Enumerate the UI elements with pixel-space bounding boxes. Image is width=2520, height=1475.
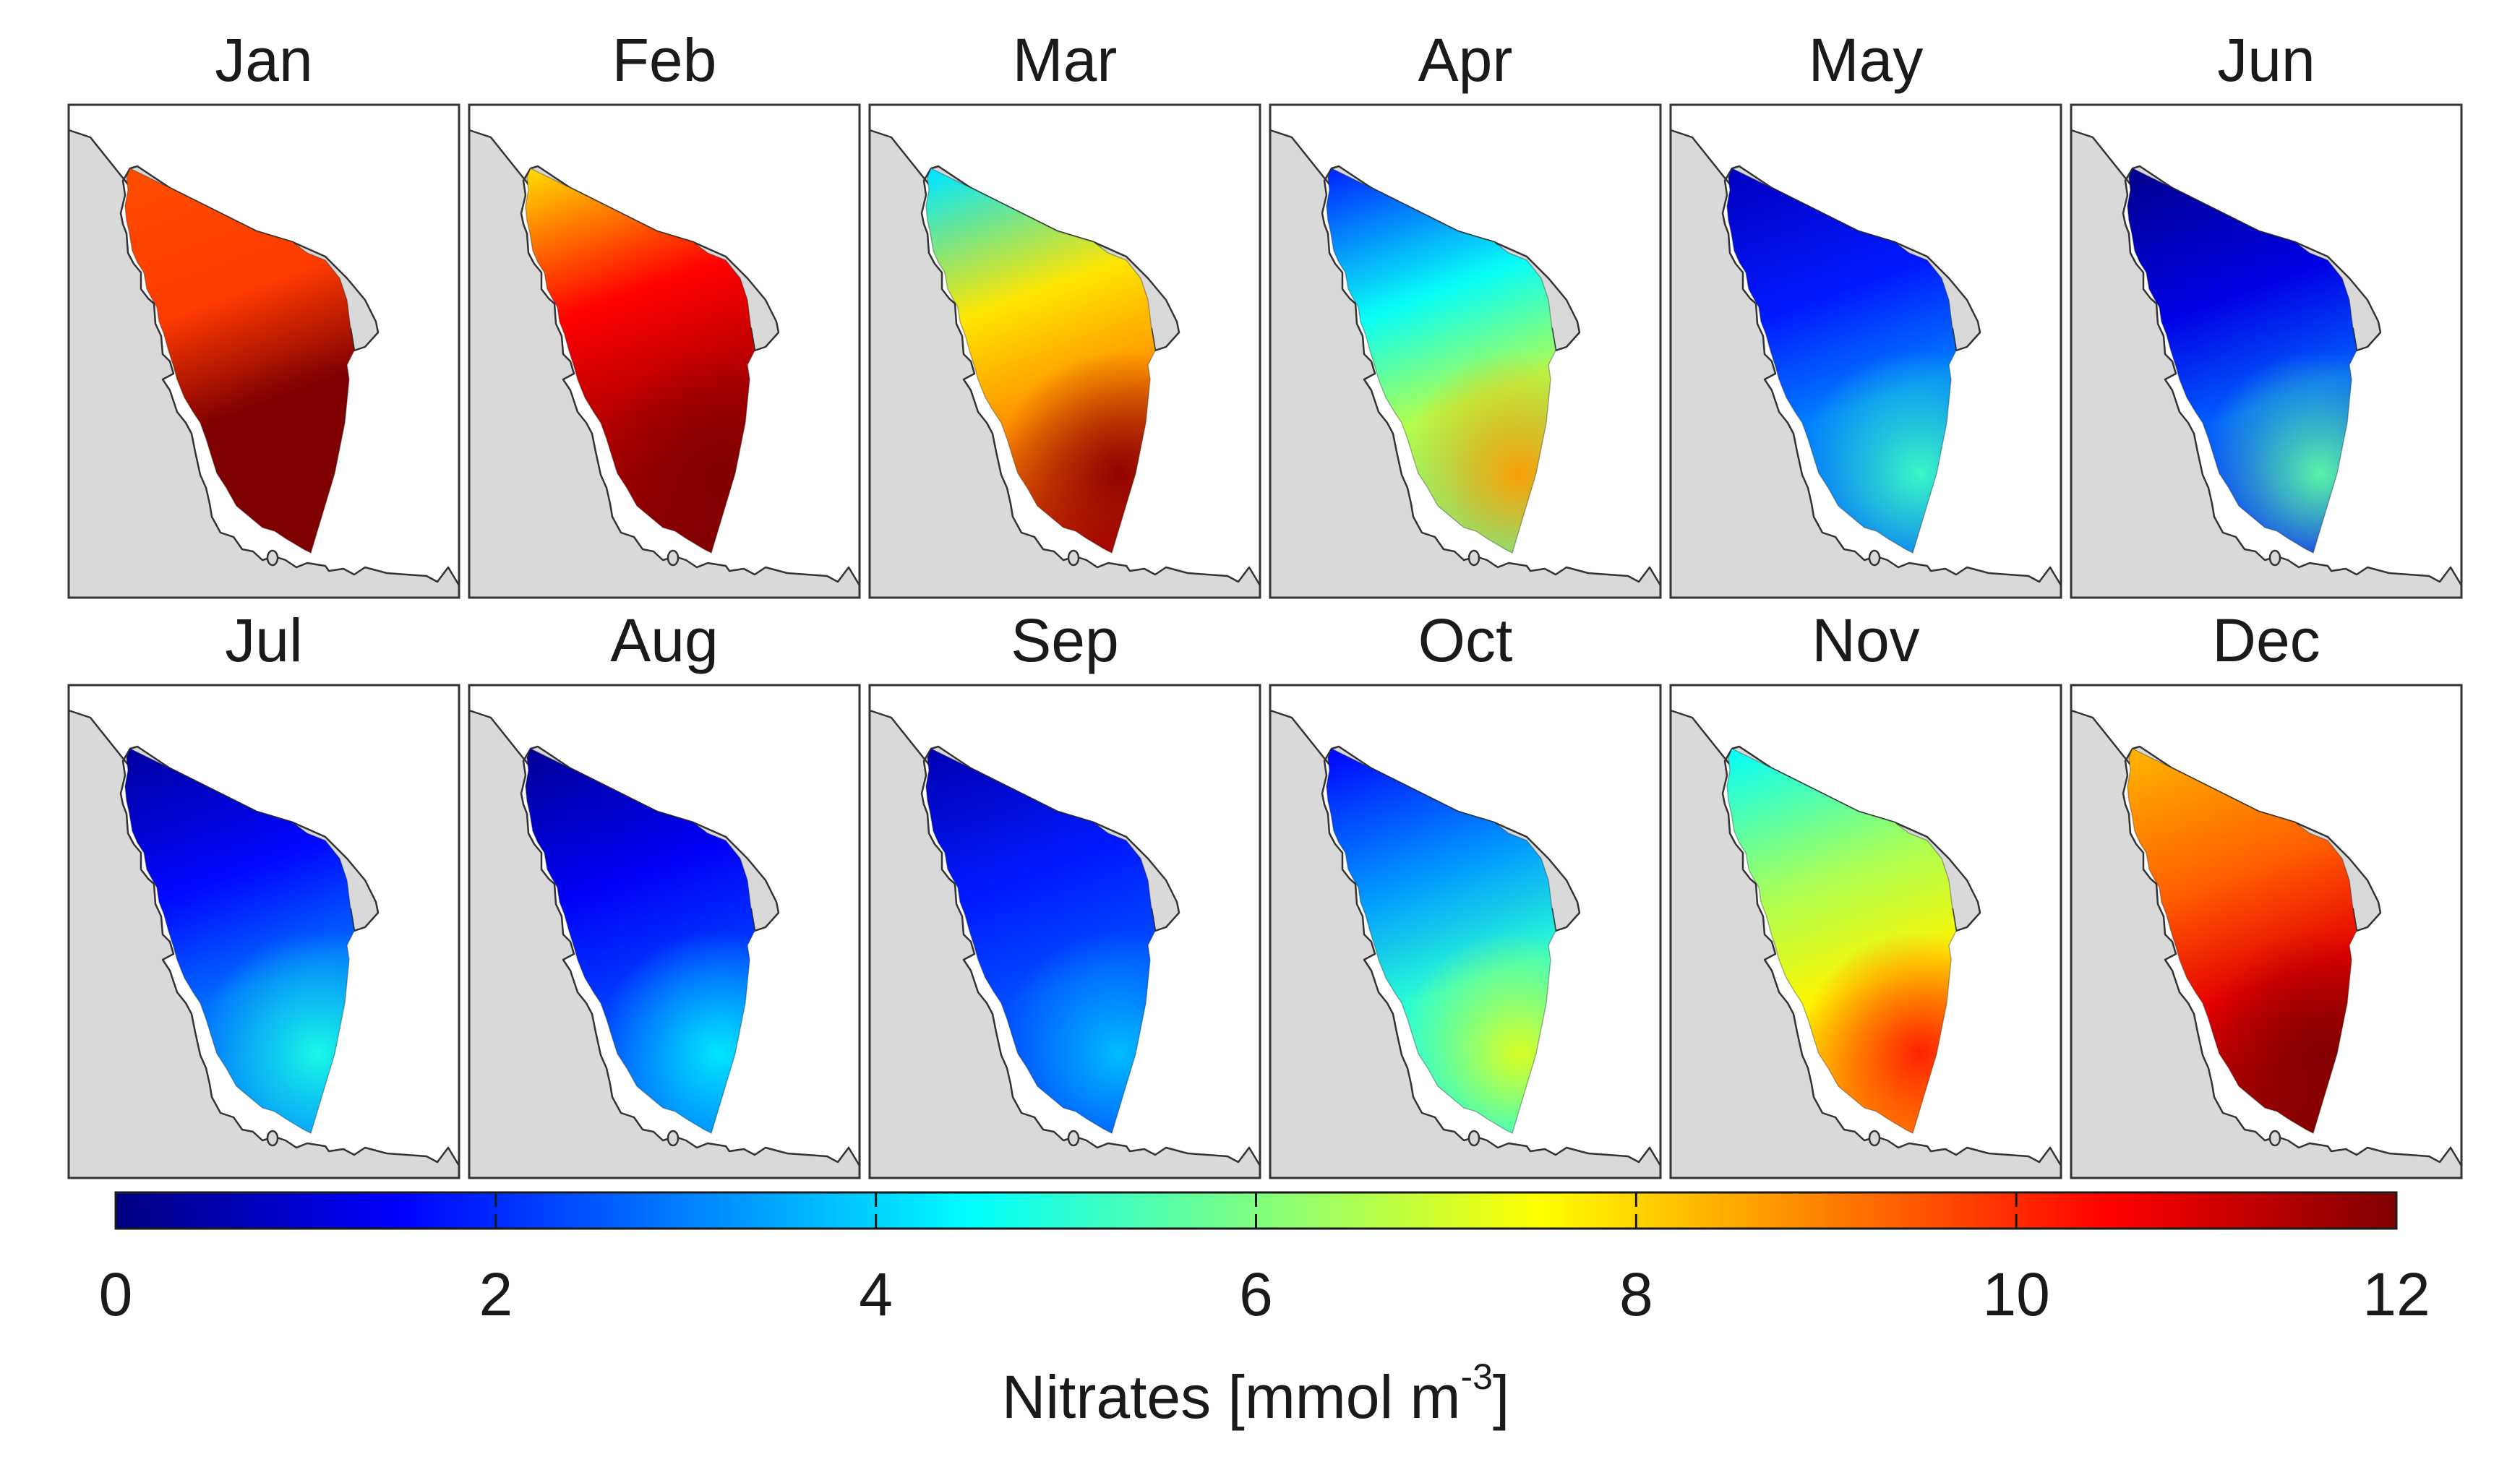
land-mass xyxy=(468,684,861,1179)
map-frame xyxy=(468,103,861,599)
panel-title-jan: Jan xyxy=(215,26,312,94)
map-panel-mar xyxy=(868,103,1261,599)
monthly-map-panels: Jan Feb Mar Apr May Jun Jul Aug Sep Oct Nov Dec xyxy=(67,26,2463,1179)
domain-outline xyxy=(2127,747,2357,1135)
colorbar-tick-label: 6 xyxy=(1239,1260,1273,1328)
map-panel-dec xyxy=(2070,684,2463,1179)
map-panel-jun xyxy=(2070,103,2463,599)
colorbar: 0 2 4 6 8 10 12 Nitrates [mmol m-3] xyxy=(99,1191,2430,1431)
domain-outline xyxy=(1326,167,1556,554)
map-frame xyxy=(1269,103,1662,599)
island xyxy=(1467,549,1480,567)
domain-outline xyxy=(525,167,755,554)
map-frame xyxy=(868,103,1261,599)
colorbar-tick-label: 12 xyxy=(2362,1260,2430,1328)
map-panel-sep xyxy=(868,684,1261,1179)
map-frame xyxy=(868,684,1261,1179)
island xyxy=(1868,1130,1881,1147)
panel-title-sep: Sep xyxy=(1011,606,1118,674)
land-mass xyxy=(868,103,1261,599)
panel-title-dec: Dec xyxy=(2212,606,2320,674)
map-panel-feb xyxy=(468,103,861,599)
map-panel-nov xyxy=(1669,684,2062,1179)
colorbar-ticks: 0 2 4 6 8 10 12 xyxy=(99,1192,2430,1328)
island xyxy=(1067,549,1080,567)
island xyxy=(1467,1130,1480,1147)
panel-title-feb: Feb xyxy=(612,26,717,94)
panel-title-mar: Mar xyxy=(1013,26,1118,94)
map-frame xyxy=(1669,103,2062,599)
colorbar-tick-label: 8 xyxy=(1619,1260,1653,1328)
map-frame xyxy=(2070,684,2463,1179)
island xyxy=(2268,1130,2281,1147)
panel-title-jun: Jun xyxy=(2217,26,2315,94)
panel-title-oct: Oct xyxy=(1418,606,1513,674)
panel-title-nov: Nov xyxy=(1812,606,1919,674)
island xyxy=(2268,549,2281,567)
map-frame xyxy=(2070,103,2463,599)
panel-title-aug: Aug xyxy=(610,606,718,674)
domain-outline xyxy=(1726,747,1957,1135)
colorbar-label: Nitrates [mmol m-3] xyxy=(1002,1356,1510,1431)
panel-title-jul: Jul xyxy=(225,606,302,674)
land-mass xyxy=(67,684,460,1179)
island xyxy=(266,1130,279,1147)
island xyxy=(1868,549,1881,567)
colorbar-tick-label: 10 xyxy=(1982,1260,2049,1328)
panel-title-apr: Apr xyxy=(1418,26,1513,94)
map-panel-apr xyxy=(1269,103,1662,599)
land-mass xyxy=(868,684,1261,1179)
map-frame xyxy=(468,684,861,1179)
island xyxy=(1067,1130,1080,1147)
island xyxy=(266,549,279,567)
map-panel-oct xyxy=(1269,684,1662,1179)
colorbar-tick-label: 2 xyxy=(479,1260,513,1328)
domain-outline xyxy=(1326,747,1556,1135)
domain-outline xyxy=(525,747,755,1135)
domain-outline xyxy=(124,747,355,1135)
map-frame xyxy=(1669,684,2062,1179)
domain-outline xyxy=(124,167,355,554)
panel-title-may: May xyxy=(1809,26,1924,94)
domain-outline xyxy=(1726,167,1957,554)
map-frame xyxy=(67,103,460,599)
map-panel-may xyxy=(1669,103,2062,599)
island xyxy=(667,1130,680,1147)
domain-outline xyxy=(2127,167,2357,554)
map-frame xyxy=(1269,684,1662,1179)
land-mass xyxy=(468,103,861,599)
domain-outline xyxy=(925,747,1156,1135)
island xyxy=(667,549,680,567)
colorbar-tick-label: 0 xyxy=(99,1260,133,1328)
map-panel-jul xyxy=(67,684,460,1179)
map-panel-aug xyxy=(468,684,861,1179)
land-mass xyxy=(67,103,460,599)
domain-outline xyxy=(925,167,1156,554)
map-panel-jan xyxy=(67,103,460,599)
map-frame xyxy=(67,684,460,1179)
colorbar-tick-label: 4 xyxy=(859,1260,893,1328)
